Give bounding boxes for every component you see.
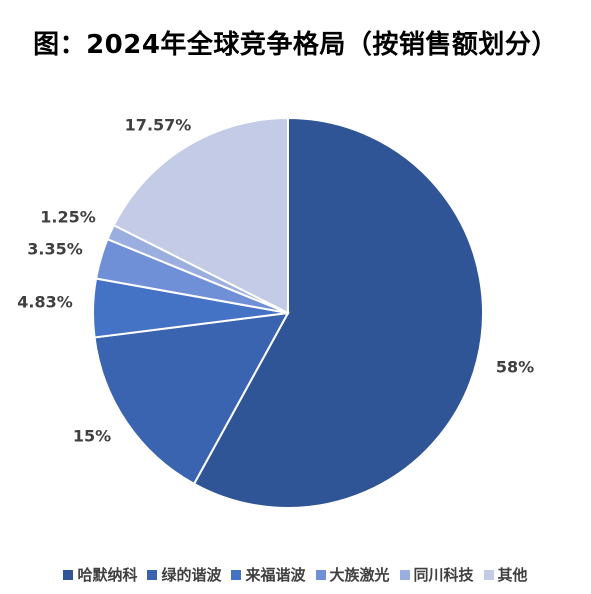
chart-legend: 哈默纳科 绿的谐波 来福谐波 大族激光 同川科技 其他 [0,564,591,585]
chart-title: 图：2024年全球竞争格局（按销售额划分） [33,30,558,60]
legend-swatch [147,569,158,580]
slice-label-其他: 17.57% [125,116,192,135]
legend-label: 同川科技 [413,566,474,584]
legend-label: 其他 [497,566,528,584]
legend-item-哈默纳科: 哈默纳科 [63,564,137,585]
slice-label-来福谐波: 4.83% [17,293,73,312]
pie-slice-其他 [112,116,289,315]
legend-swatch [483,569,494,580]
legend-item-来福谐波: 来福谐波 [231,564,306,585]
legend-item-大族激光: 大族激光 [315,564,390,585]
slice-label-哈默纳科: 58% [496,358,534,377]
legend-label: 大族激光 [329,566,390,584]
pie-slice-绿的谐波 [93,311,290,486]
legend-swatch [315,569,326,580]
slice-label-绿的谐波: 15% [73,427,111,446]
legend-swatch [231,569,242,580]
legend-swatch [63,569,74,580]
legend-label: 哈默纳科 [77,566,138,584]
slice-label-同川科技: 1.25% [40,208,96,227]
slice-label-大族激光: 3.35% [27,240,83,259]
legend-swatch [399,569,410,580]
pie-slice-哈默纳科 [192,116,484,509]
legend-item-绿的谐波: 绿的谐波 [147,564,221,585]
legend-item-其他: 其他 [483,564,528,585]
legend-label: 来福谐波 [245,566,306,584]
legend-item-同川科技: 同川科技 [399,564,474,585]
legend-label: 绿的谐波 [161,566,222,584]
